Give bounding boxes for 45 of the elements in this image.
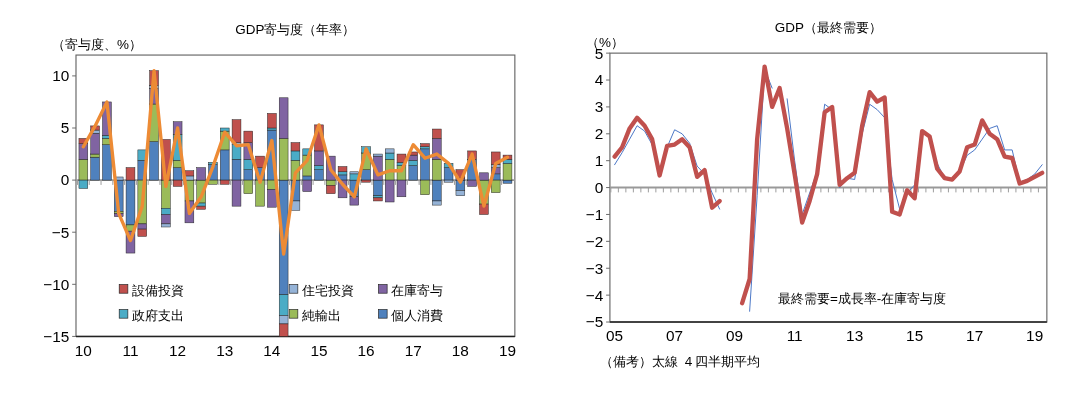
chart-title: GDP（最終需要） <box>774 20 882 36</box>
x-tick-label: 19 <box>498 341 517 359</box>
y-tick-label: 10 <box>52 67 70 85</box>
y-tick-label: 5 <box>60 119 70 137</box>
x-tick-label: 13 <box>216 341 234 359</box>
annotation: 最終需要=成長率-在庫寄与度 <box>777 290 947 306</box>
x-tick-label: 09 <box>726 327 744 345</box>
x-tick-label: 15 <box>906 327 924 345</box>
y-tick-label: 0 <box>60 171 70 189</box>
y-tick-label: −5 <box>51 223 70 241</box>
x-tick-label: 16 <box>357 341 375 359</box>
x-tick-label: 07 <box>666 327 684 345</box>
y-tick-label: 1 <box>594 152 604 170</box>
x-tick-label: 05 <box>606 327 624 345</box>
y-tick-label: −3 <box>585 259 604 277</box>
y-axis-title: （寄与度、%） <box>51 37 142 53</box>
y-tick-label: −2 <box>585 232 604 250</box>
y-tick-label: −10 <box>43 275 70 293</box>
legend-label: 個人消費 <box>390 308 443 323</box>
y-tick-label: 2 <box>594 125 604 143</box>
chart-title: GDP寄与度（年率） <box>235 21 356 37</box>
x-tick-label: 17 <box>966 327 984 345</box>
x-tick-label: 11 <box>786 327 803 345</box>
x-tick-label: 10 <box>74 341 92 359</box>
legend-label: 政府支出 <box>131 308 184 323</box>
x-tick-label: 14 <box>263 341 281 359</box>
legend-label: 住宅投資 <box>300 283 354 299</box>
x-tick-label: 19 <box>1026 327 1044 345</box>
y-tick-label: −1 <box>585 205 604 223</box>
legend-label: 在庫寄与 <box>390 283 443 299</box>
y-tick-label: −15 <box>43 327 70 345</box>
x-tick-label: 12 <box>169 341 187 359</box>
y-tick-label: −4 <box>585 286 604 304</box>
y-tick-label: 4 <box>594 71 604 89</box>
x-tick-label: 15 <box>310 341 328 359</box>
legend-label: 純輸出 <box>301 308 341 323</box>
y-tick-label: −5 <box>585 313 604 331</box>
x-tick-label: 11 <box>122 341 139 359</box>
y-tick-label: 3 <box>594 98 604 116</box>
text: （備考）太線 ４四半期平均 <box>600 354 761 370</box>
x-tick-label: 18 <box>451 341 469 359</box>
x-tick-label: 17 <box>404 341 422 359</box>
x-tick-label: 13 <box>846 327 864 345</box>
legend-label: 設備投資 <box>131 283 184 299</box>
y-tick-label: 0 <box>594 178 604 196</box>
